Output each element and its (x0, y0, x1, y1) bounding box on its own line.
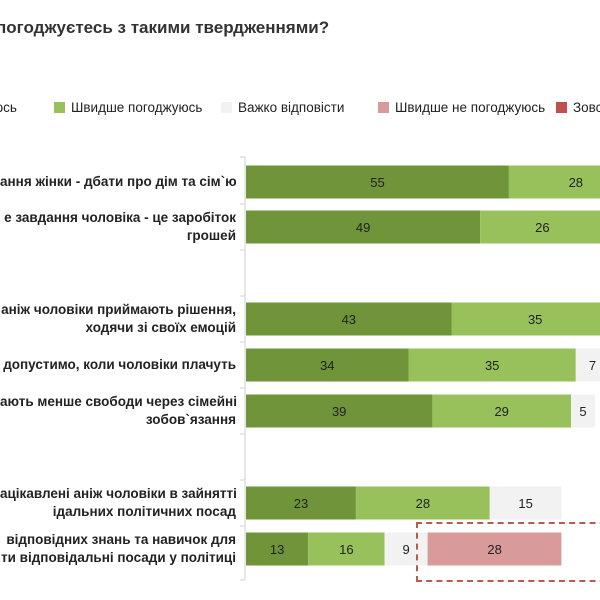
data-label: 35 (485, 358, 499, 373)
legend-swatch (221, 102, 232, 113)
bar-segment (246, 532, 309, 566)
data-label: 35 (528, 312, 542, 327)
highlight-box (416, 522, 600, 582)
data-label: 23 (294, 496, 308, 511)
bar-segment (480, 210, 600, 244)
data-label: 55 (370, 175, 384, 190)
bar-segment (451, 302, 600, 336)
category-label-line: е завдання чоловіка - це заробіток (4, 210, 236, 225)
legend: юсь Швидше погоджуюсь Важко відповісти Ш… (0, 100, 600, 120)
category-label-line: аніж чоловіки приймають рішення, (1, 302, 236, 317)
data-label: 15 (518, 496, 532, 511)
data-label: 9 (402, 542, 409, 557)
legend-item-hard-to-say: Важко відповісти (221, 100, 344, 115)
category-label-line: грошей (186, 228, 236, 243)
category-label-line: відповідних знань та навичок для (6, 532, 236, 547)
data-label: 39 (332, 404, 346, 419)
legend-label: Важко відповісти (238, 100, 345, 115)
bar-segment (246, 394, 433, 428)
bar-segment (355, 486, 490, 520)
data-label: 7 (589, 358, 596, 373)
category-label-line: ацікавлені аніж чоловіки в зайнятті (0, 486, 237, 501)
category-label-line: ають менше свободи через сімейні (0, 394, 237, 409)
legend-swatch (54, 102, 65, 113)
bar-segment (427, 532, 562, 566)
bar-segment (575, 348, 600, 382)
data-label: 29 (494, 404, 508, 419)
data-label: 28 (416, 496, 430, 511)
bar-segment (246, 210, 481, 244)
bar-segment (246, 165, 509, 199)
category-label-line: ання жінки - дбати про дім та сім`ю (0, 174, 237, 189)
legend-label: Швидше не погоджуюсь (395, 100, 546, 115)
data-label: 26 (535, 220, 549, 235)
category-label: відповідних знань та навичок для ти відпо… (0, 531, 236, 567)
bar-segment (384, 532, 428, 566)
bar-segment (408, 348, 576, 382)
legend-label: Швидше погоджуюсь (71, 100, 203, 115)
category-label-line: ходячи зі своїх емоцій (85, 320, 236, 335)
legend-item-rather-disagree: Швидше не погоджуюсь (378, 100, 545, 115)
chart-title: погоджуєтесь з такими твердженнями? (0, 18, 330, 37)
bar-segment (246, 348, 409, 382)
bar-segment (571, 394, 595, 428)
bar-segment (489, 486, 562, 520)
data-label: 28 (487, 542, 501, 557)
legend-label: Зовс (573, 100, 600, 115)
legend-item-rather-agree: Швидше погоджуюсь (54, 100, 202, 115)
bar-segment (432, 394, 571, 428)
data-label: 43 (342, 312, 356, 327)
legend-swatch (378, 102, 389, 113)
data-label: 13 (270, 542, 284, 557)
category-label: допустимо, коли чоловіки плачуть (0, 356, 236, 374)
legend-label: юсь (0, 100, 17, 115)
bar-segment (246, 302, 452, 336)
category-label: ацікавлені аніж чоловіки в зайнятті ідаль… (0, 485, 237, 521)
legend-item-strongly-agree: юсь (0, 100, 17, 115)
bar-segment (308, 532, 385, 566)
category-label: ання жінки - дбати про дім та сім`ю (0, 173, 237, 191)
data-label: 28 (569, 175, 583, 190)
category-label: е завдання чоловіка - це заробіток грошей (0, 209, 236, 245)
category-label-line: ідальних політичних посад (52, 504, 236, 519)
bar-segment (246, 486, 356, 520)
category-label: аніж чоловіки приймають рішення, ходячи з… (0, 301, 236, 337)
bar-segment (508, 165, 600, 199)
data-label: 49 (356, 220, 370, 235)
category-label-line: допустимо, коли чоловіки плачуть (3, 357, 236, 372)
data-label: 5 (579, 404, 586, 419)
legend-item-strongly-disagree: Зовс (556, 100, 600, 115)
category-label: ають менше свободи через сімейні зобов`яз… (0, 393, 237, 429)
category-label-line: ти відповідальні посади у політиці (1, 550, 236, 565)
data-label: 34 (320, 358, 334, 373)
legend-swatch (556, 102, 567, 113)
data-label: 16 (339, 542, 353, 557)
category-label-line: зобов`язання (145, 412, 236, 427)
